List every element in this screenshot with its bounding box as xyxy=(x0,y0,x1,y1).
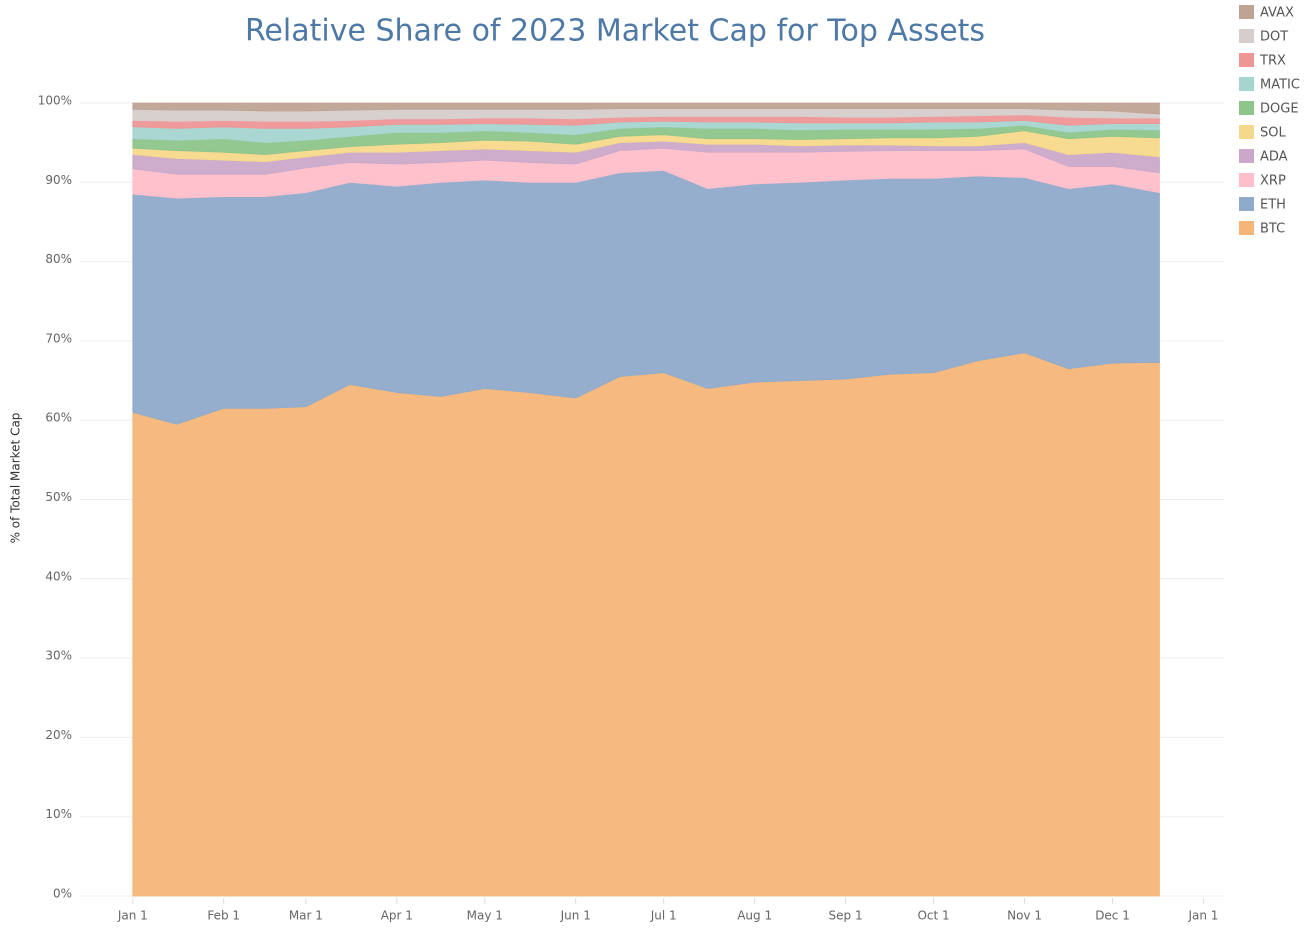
x-tick-label: May 1 xyxy=(467,909,503,923)
y-tick-label: 80% xyxy=(45,252,72,266)
y-tick-label: 100% xyxy=(38,94,72,108)
legend-label: SOL xyxy=(1260,126,1286,141)
y-tick-label: 70% xyxy=(45,331,72,345)
x-tick-label: Jan 1 xyxy=(1187,909,1218,923)
area xyxy=(132,102,1160,115)
x-tick-label: Feb 1 xyxy=(207,909,240,923)
y-tick-label: 50% xyxy=(45,490,72,504)
legend-swatch xyxy=(1239,101,1254,115)
y-tick-label: 90% xyxy=(45,173,72,187)
x-tick-label: Jun 1 xyxy=(560,909,591,923)
chart-title: Relative Share of 2023 Market Cap for To… xyxy=(245,14,985,49)
x-tick-label: Aug 1 xyxy=(737,909,772,923)
legend: BTC ETH XRP ADA SOL DOGE MATIC TRX DOT AVAX xyxy=(1239,5,1300,237)
axes: 0% 10% 20% 30% 40% 50% 60% 70% 80% 90% 100% Jan 1 Fe… xyxy=(38,94,1219,923)
legend-label: TRX xyxy=(1259,54,1286,69)
legend-label: AVAX xyxy=(1260,6,1294,21)
x-tick-label: Apr 1 xyxy=(381,909,413,923)
legend-swatch xyxy=(1239,53,1254,67)
x-tick-label: Sep 1 xyxy=(829,909,863,923)
y-axis-label: % of Total Market Cap xyxy=(9,413,23,544)
legend-label: ADA xyxy=(1260,150,1288,165)
area xyxy=(132,352,1160,897)
legend-label: MATIC xyxy=(1260,78,1300,93)
areas xyxy=(132,102,1160,897)
x-tick-label: Dec 1 xyxy=(1095,909,1130,923)
y-tick-label: 60% xyxy=(45,411,72,425)
x-tick-label: Nov 1 xyxy=(1007,909,1042,923)
legend-swatch xyxy=(1239,173,1254,187)
y-tick-label: 20% xyxy=(45,728,72,742)
legend-label: XRP xyxy=(1260,174,1286,189)
x-tick-label: Jan 1 xyxy=(117,909,148,923)
legend-swatch xyxy=(1239,29,1254,43)
legend-swatch xyxy=(1239,5,1254,19)
legend-label: DOT xyxy=(1260,30,1288,45)
legend-swatch xyxy=(1239,125,1254,139)
legend-swatch xyxy=(1239,197,1254,211)
y-tick-label: 0% xyxy=(53,887,72,901)
legend-label: ETH xyxy=(1260,198,1286,213)
y-tick-label: 40% xyxy=(45,569,72,583)
x-tick-label: Oct 1 xyxy=(917,909,949,923)
legend-swatch xyxy=(1239,221,1254,235)
x-tick-label: Jul 1 xyxy=(650,909,677,923)
legend-swatch xyxy=(1239,77,1254,91)
x-tick-label: Mar 1 xyxy=(289,909,323,923)
legend-swatch xyxy=(1239,149,1254,163)
legend-label: BTC xyxy=(1260,222,1285,237)
y-tick-label: 10% xyxy=(45,807,72,821)
y-tick-label: 30% xyxy=(45,649,72,663)
legend-label: DOGE xyxy=(1260,102,1299,117)
